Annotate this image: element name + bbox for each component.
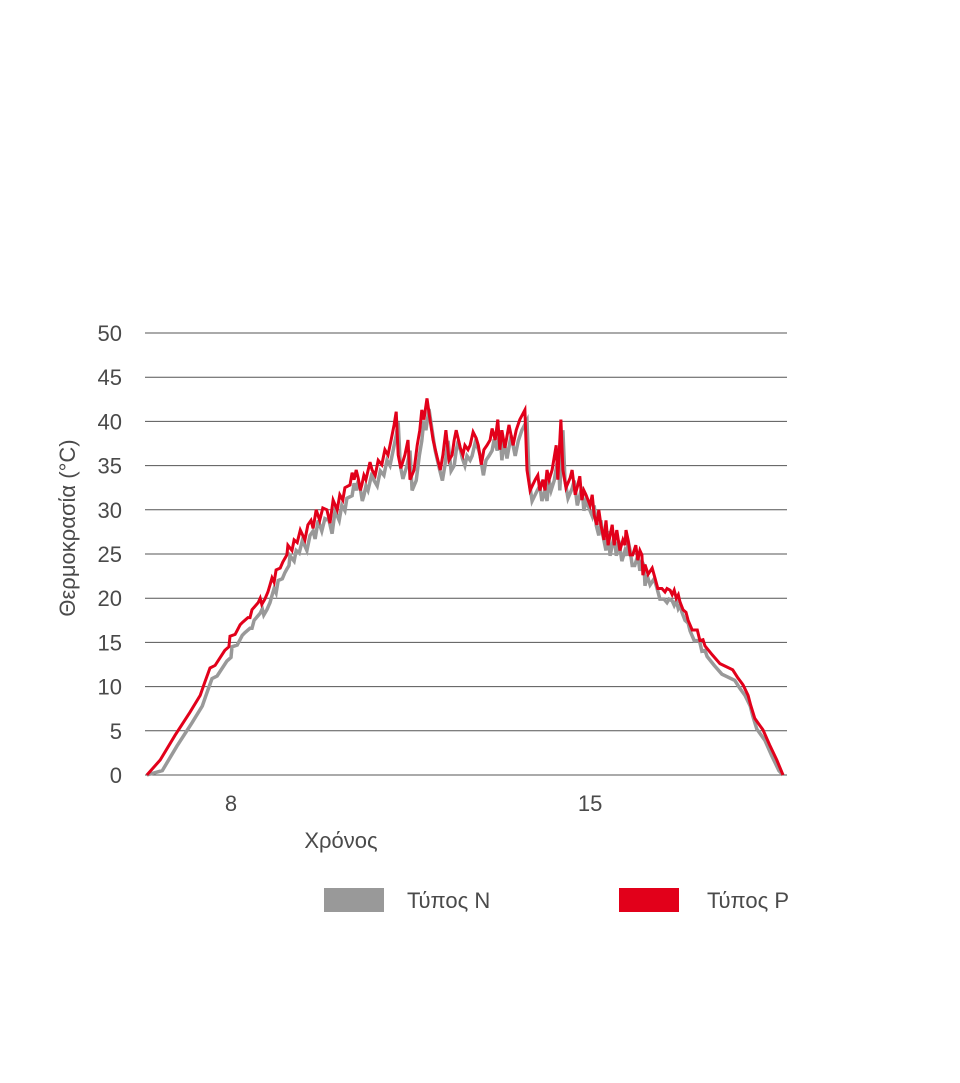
y-tick-label: 10	[98, 675, 122, 700]
legend-label-type-p: Τύπος P	[707, 888, 789, 913]
y-tick-label: 35	[98, 454, 122, 479]
series-lines	[145, 398, 785, 777]
y-tick-label: 40	[98, 409, 122, 434]
y-tick-label: 15	[98, 630, 122, 655]
y-axis-title: Θερμοκρασία (°C)	[55, 439, 80, 616]
y-tick-label: 5	[110, 719, 122, 744]
legend-swatch-type-p	[619, 888, 679, 912]
y-tick-label: 30	[98, 498, 122, 523]
y-tick-label: 0	[110, 763, 122, 788]
y-tick-label: 20	[98, 586, 122, 611]
grid-lines	[145, 332, 787, 776]
x-tick-label: 8	[225, 791, 237, 816]
legend: Τύπος N Τύπος P	[324, 888, 789, 913]
x-axis-title: Χρόνος	[304, 828, 377, 853]
x-tick-label: 15	[578, 791, 602, 816]
legend-swatch-type-n	[324, 888, 384, 912]
y-tick-label: 50	[98, 321, 122, 346]
y-axis-tick-labels: 0 5 10 15 20 25 30 35 40 45 50	[98, 321, 122, 788]
series-line-type-p	[145, 398, 785, 776]
legend-label-type-n: Τύπος N	[407, 888, 490, 913]
y-tick-label: 25	[98, 542, 122, 567]
y-tick-label: 45	[98, 365, 122, 390]
series-line-type-n	[146, 408, 785, 777]
x-axis-tick-labels: 8 15	[225, 791, 602, 816]
